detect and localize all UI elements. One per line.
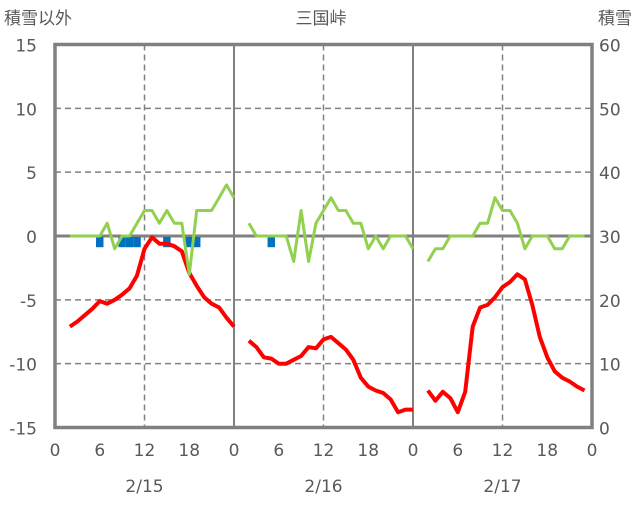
- right-tick-label: 50: [599, 100, 621, 120]
- left-tick-label: -10: [9, 356, 37, 376]
- date-label: 2/17: [483, 477, 521, 497]
- left-axis-label: 積雪以外: [4, 9, 72, 29]
- snow_depth-line: [247, 196, 415, 263]
- x-tick-label: 0: [408, 441, 419, 461]
- date-label: 2/16: [304, 477, 342, 497]
- chart-title: 三国峠: [296, 9, 347, 29]
- left-tick-label: 0: [26, 228, 37, 248]
- precip-bar: [185, 237, 193, 248]
- x-tick-label: 6: [452, 441, 463, 461]
- x-tick-label: 12: [492, 441, 514, 461]
- right-tick-label: 40: [599, 164, 621, 184]
- date-label: 2/15: [125, 477, 163, 497]
- x-tick-label: 6: [94, 441, 105, 461]
- x-tick-label: 12: [313, 441, 335, 461]
- left-tick-label: 5: [26, 164, 37, 184]
- precip-bar: [96, 237, 104, 248]
- x-tick-label: 0: [229, 441, 240, 461]
- precip-bar: [133, 237, 141, 248]
- precip-bar: [267, 237, 276, 248]
- right-tick-label: 10: [599, 356, 621, 376]
- snow_depth-line: [426, 196, 585, 263]
- x-tick-label: 0: [50, 441, 61, 461]
- temperature-line: [68, 235, 236, 329]
- left-tick-label: 15: [15, 37, 37, 57]
- left-tick-label: -15: [9, 420, 37, 440]
- right-tick-label: 30: [599, 228, 621, 248]
- gridlines: [55, 44, 592, 428]
- temperature-line: [247, 334, 413, 415]
- precip-bar: [125, 237, 134, 248]
- right-axis-label: 積雪: [598, 9, 632, 29]
- x-tick-label: 12: [134, 441, 156, 461]
- precip-bar: [118, 237, 126, 248]
- series-lines: [68, 183, 586, 415]
- left-tick-label: -5: [20, 292, 37, 312]
- right-tick-label: 60: [599, 37, 621, 57]
- right-tick-label: 0: [599, 420, 610, 440]
- precip-bar: [192, 237, 201, 248]
- x-tick-label: 18: [178, 441, 200, 461]
- snow_depth-line: [69, 183, 236, 276]
- x-tick-label: 6: [273, 441, 284, 461]
- temperature-line: [426, 272, 586, 415]
- plot-border: [53, 42, 594, 430]
- left-tick-label: 10: [15, 100, 37, 120]
- x-tick-label: 18: [357, 441, 379, 461]
- x-tick-label: 18: [536, 441, 558, 461]
- x-tick-label: 0: [587, 441, 598, 461]
- right-tick-label: 20: [599, 292, 621, 312]
- plot-frame: [53, 42, 594, 430]
